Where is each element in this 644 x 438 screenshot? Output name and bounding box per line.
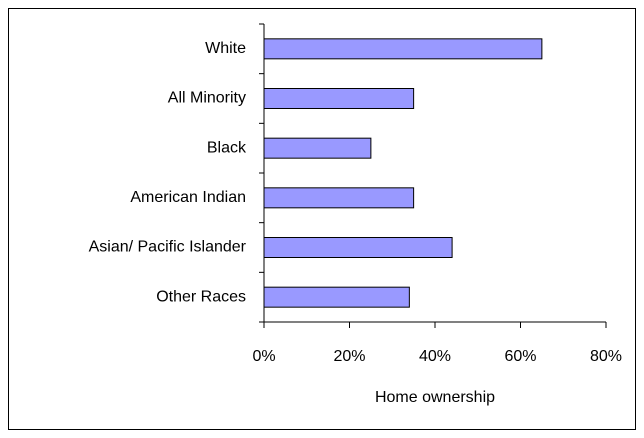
x-axis-label: Home ownership (375, 389, 495, 406)
x-tick-label: 60% (504, 348, 536, 365)
x-tick-label: 20% (333, 348, 365, 365)
bar (263, 88, 415, 109)
bar (263, 38, 543, 60)
y-tick-label: White (205, 40, 246, 57)
x-tick-label: 40% (419, 348, 451, 365)
y-tick-label: All Minority (168, 90, 246, 107)
bar (263, 286, 410, 308)
x-tick-label: 80% (590, 348, 622, 365)
y-tick-label: American Indian (130, 189, 246, 206)
x-tick-label: 0% (252, 348, 275, 365)
y-tick-label: Other Races (156, 288, 246, 305)
y-tick-label: Black (207, 139, 247, 156)
bar (263, 237, 453, 258)
y-tick-label: Asian/ Pacific Islander (89, 239, 247, 256)
bar (263, 137, 372, 159)
chart-border (8, 8, 636, 430)
bar (263, 187, 415, 209)
